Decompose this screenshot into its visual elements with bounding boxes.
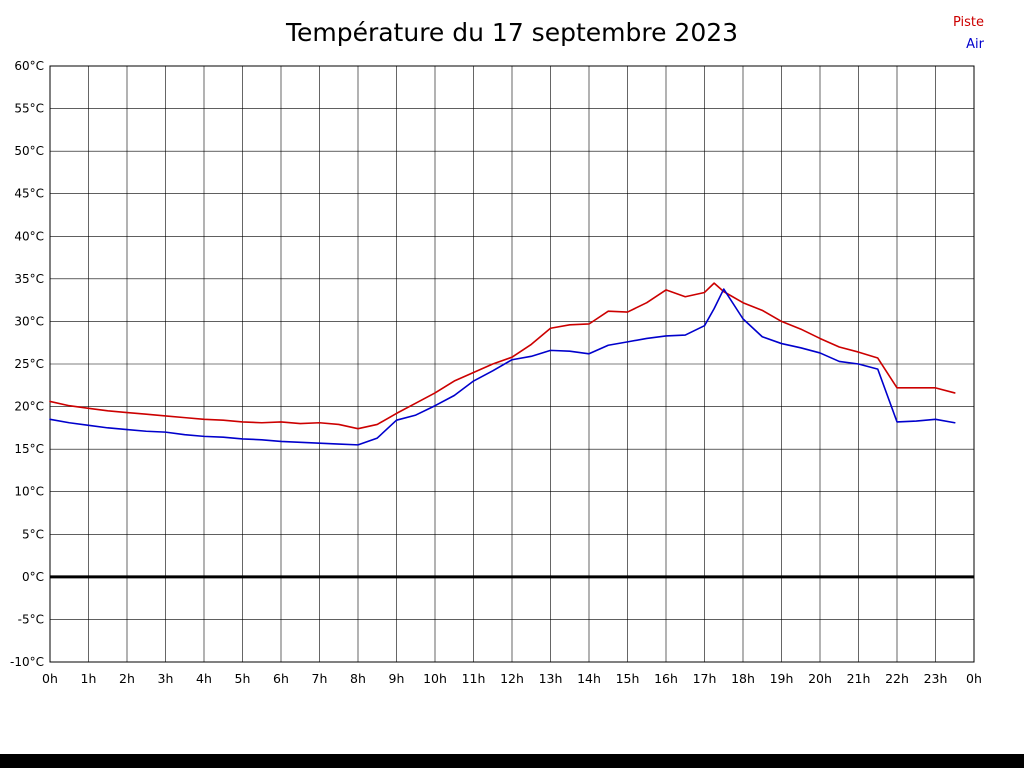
- x-tick-label: 3h: [158, 671, 174, 686]
- series-line-piste: [49, 282, 956, 430]
- y-tick-label: 20°C: [14, 400, 44, 414]
- x-tick-label: 9h: [389, 671, 405, 686]
- x-tick-label: 10h: [423, 671, 447, 686]
- legend-air: Air: [966, 37, 984, 52]
- x-tick-label: 15h: [616, 671, 640, 686]
- x-tick-label: 0h: [42, 671, 58, 686]
- y-tick-label: 10°C: [14, 485, 44, 499]
- y-tick-label: 40°C: [14, 229, 44, 243]
- y-tick-label: 55°C: [14, 102, 44, 116]
- x-tick-label: 13h: [539, 671, 563, 686]
- y-tick-label: 0°C: [22, 570, 44, 584]
- y-tick-label: 60°C: [14, 59, 44, 73]
- x-tick-label: 0h: [966, 671, 982, 686]
- y-tick-label: 35°C: [14, 272, 44, 286]
- x-tick-label: 1h: [81, 671, 97, 686]
- x-tick-label: 14h: [577, 671, 601, 686]
- x-tick-label: 12h: [500, 671, 524, 686]
- y-tick-label: 45°C: [14, 187, 44, 201]
- x-tick-label: 22h: [885, 671, 909, 686]
- x-tick-label: 2h: [119, 671, 135, 686]
- x-tick-label: 17h: [693, 671, 717, 686]
- y-tick-label: -10°C: [10, 655, 44, 669]
- x-tick-label: 16h: [654, 671, 678, 686]
- x-tick-label: 19h: [770, 671, 794, 686]
- series-line-air: [49, 288, 956, 446]
- y-tick-label: 15°C: [14, 442, 44, 456]
- x-tick-label: 7h: [312, 671, 328, 686]
- x-tick-label: 4h: [196, 671, 212, 686]
- legend-piste: Piste: [952, 15, 984, 30]
- y-tick-label: -5°C: [18, 612, 44, 626]
- x-tick-label: 11h: [462, 671, 486, 686]
- x-tick-label: 8h: [350, 671, 366, 686]
- y-tick-label: 50°C: [14, 144, 44, 158]
- bottom-bar: [0, 754, 1024, 768]
- plot-border: [49, 65, 975, 663]
- y-tick-label: 25°C: [14, 357, 44, 371]
- x-tick-label: 6h: [273, 671, 289, 686]
- x-tick-label: 23h: [924, 671, 948, 686]
- x-tick-label: 5h: [235, 671, 251, 686]
- x-tick-label: 21h: [847, 671, 871, 686]
- chart-legend: Piste Air: [953, 12, 984, 56]
- y-tick-label: 30°C: [14, 314, 44, 328]
- y-tick-label: 5°C: [22, 527, 44, 541]
- x-tick-label: 18h: [731, 671, 755, 686]
- x-tick-label: 20h: [808, 671, 832, 686]
- chart-title: Température du 17 septembre 2023: [285, 18, 739, 47]
